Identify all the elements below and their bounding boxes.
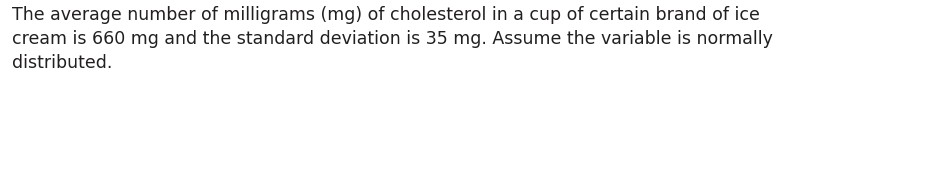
- Text: The average number of milligrams (mg) of cholesterol in a cup of certain brand o: The average number of milligrams (mg) of…: [12, 6, 772, 72]
